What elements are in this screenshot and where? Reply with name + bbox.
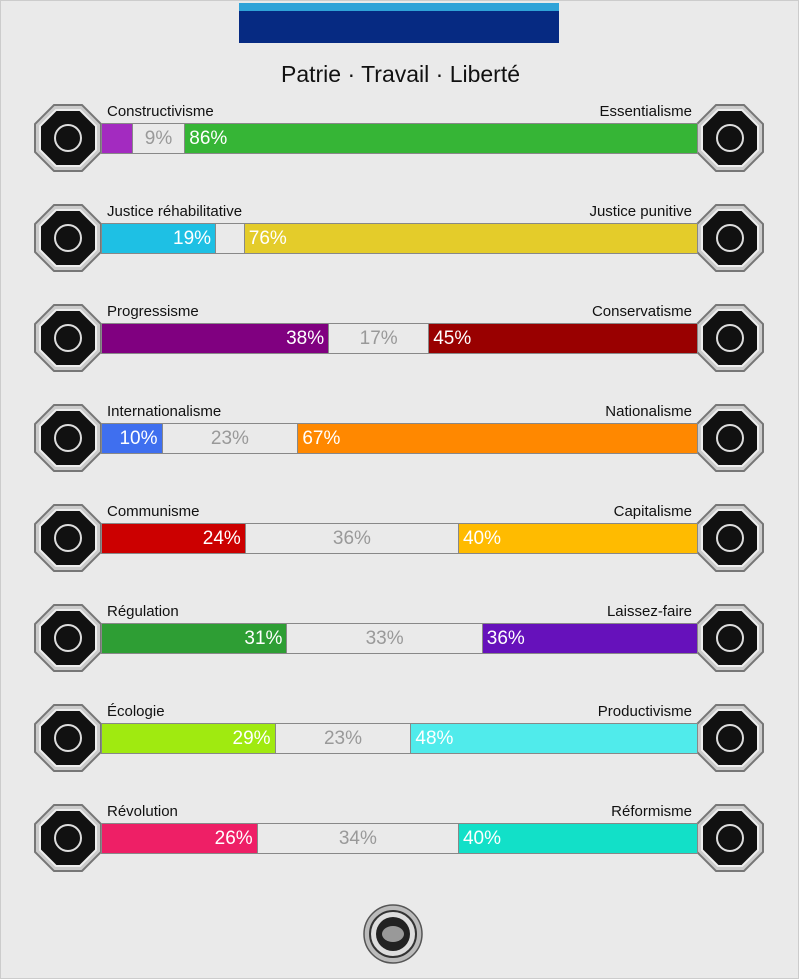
neutral-segment: 36% [244, 524, 459, 553]
plant-icon [33, 703, 103, 773]
left-label: Progressisme [107, 303, 199, 320]
axis-row: Révolution Réformisme 26% 34% 40% [1, 803, 799, 893]
butterfly-icon [695, 603, 765, 673]
prison-bars-icon [695, 203, 765, 273]
right-label: Laissez-faire [606, 603, 692, 620]
axis-row: Progressisme Conservatisme 38% 17% 45% [1, 303, 799, 393]
right-segment: 40% [458, 824, 697, 853]
left-label: Communisme [107, 503, 200, 520]
left-segment: 31% [102, 624, 287, 653]
right-segment: 45% [429, 324, 697, 353]
handshake-icon [33, 203, 103, 273]
right-label: Réformisme [611, 803, 692, 820]
right-segment: 67% [298, 424, 697, 453]
neutral-segment: 23% [274, 724, 412, 753]
brain-seal-icon [363, 904, 423, 964]
globe-icon [33, 403, 103, 473]
right-segment: 48% [411, 724, 697, 753]
eye-icon [33, 103, 103, 173]
axis-bar: 31% 33% 36% [101, 623, 698, 654]
right-label: Essentialisme [599, 103, 692, 120]
left-label: Écologie [107, 703, 165, 720]
axis-row: Internationalisme Nationalisme 10% 23% 6… [1, 403, 799, 493]
left-segment: 10% [102, 424, 162, 453]
left-segment: 26% [102, 824, 257, 853]
axis-bar: 19% 76% [101, 223, 698, 254]
money-bag-icon [695, 503, 765, 573]
neutral-segment: 9% [131, 124, 186, 153]
axis-row: Écologie Productivisme 29% 23% 48% [1, 703, 799, 793]
left-label: Internationalisme [107, 403, 222, 420]
dna-flower-icon [695, 103, 765, 173]
scales-icon [695, 803, 765, 873]
axis-bar: 38% 17% 45% [101, 323, 698, 354]
right-label: Capitalisme [613, 503, 692, 520]
right-segment: 36% [482, 624, 697, 653]
neutral-segment: 23% [161, 424, 299, 453]
axis-bar: 26% 34% 40% [101, 823, 698, 854]
left-segment: 19% [102, 224, 216, 253]
flag-icon [695, 403, 765, 473]
factory-gear-icon [695, 703, 765, 773]
neutral-segment: 17% [328, 324, 430, 353]
axis-bar: 10% 23% 67% [101, 423, 698, 454]
right-label: Justice punitive [589, 203, 692, 220]
right-label: Conservatisme [591, 303, 692, 320]
right-label: Nationalisme [605, 403, 692, 420]
left-label: Révolution [107, 803, 178, 820]
axis-bar: 24% 36% 40% [101, 523, 698, 554]
left-label: Régulation [107, 603, 179, 620]
axis-row: Justice réhabilitative Justice punitive … [1, 203, 799, 293]
neutral-segment [215, 224, 245, 253]
left-label: Justice réhabilitative [107, 203, 243, 220]
pen-icon [695, 303, 765, 373]
right-segment: 40% [458, 524, 697, 553]
left-segment: 29% [102, 724, 275, 753]
right-segment: 86% [185, 124, 697, 153]
axis-row: Communisme Capitalisme 24% 36% 40% [1, 503, 799, 593]
fist-icon [33, 803, 103, 873]
hammer-sickle-icon [33, 503, 103, 573]
left-segment: 24% [102, 524, 245, 553]
neutral-segment: 33% [286, 624, 483, 653]
left-segment: 38% [102, 324, 329, 353]
axis-row: Régulation Laissez-faire 31% 33% 36% [1, 603, 799, 693]
left-label: Constructivisme [107, 103, 214, 120]
neutral-segment: 34% [256, 824, 459, 853]
left-segment [102, 124, 132, 153]
rocket-icon [33, 303, 103, 373]
axis-bar: 29% 23% 48% [101, 723, 698, 754]
motto-title: Patrie · Travail · Liberté [280, 61, 521, 87]
flag-banner [239, 3, 559, 43]
axis-row: Constructivisme Essentialisme 9% 86% [1, 103, 799, 193]
axis-bar: 9% 86% [101, 123, 698, 154]
ruler-icon [33, 603, 103, 673]
right-label: Productivisme [597, 703, 692, 720]
right-segment: 76% [244, 224, 697, 253]
